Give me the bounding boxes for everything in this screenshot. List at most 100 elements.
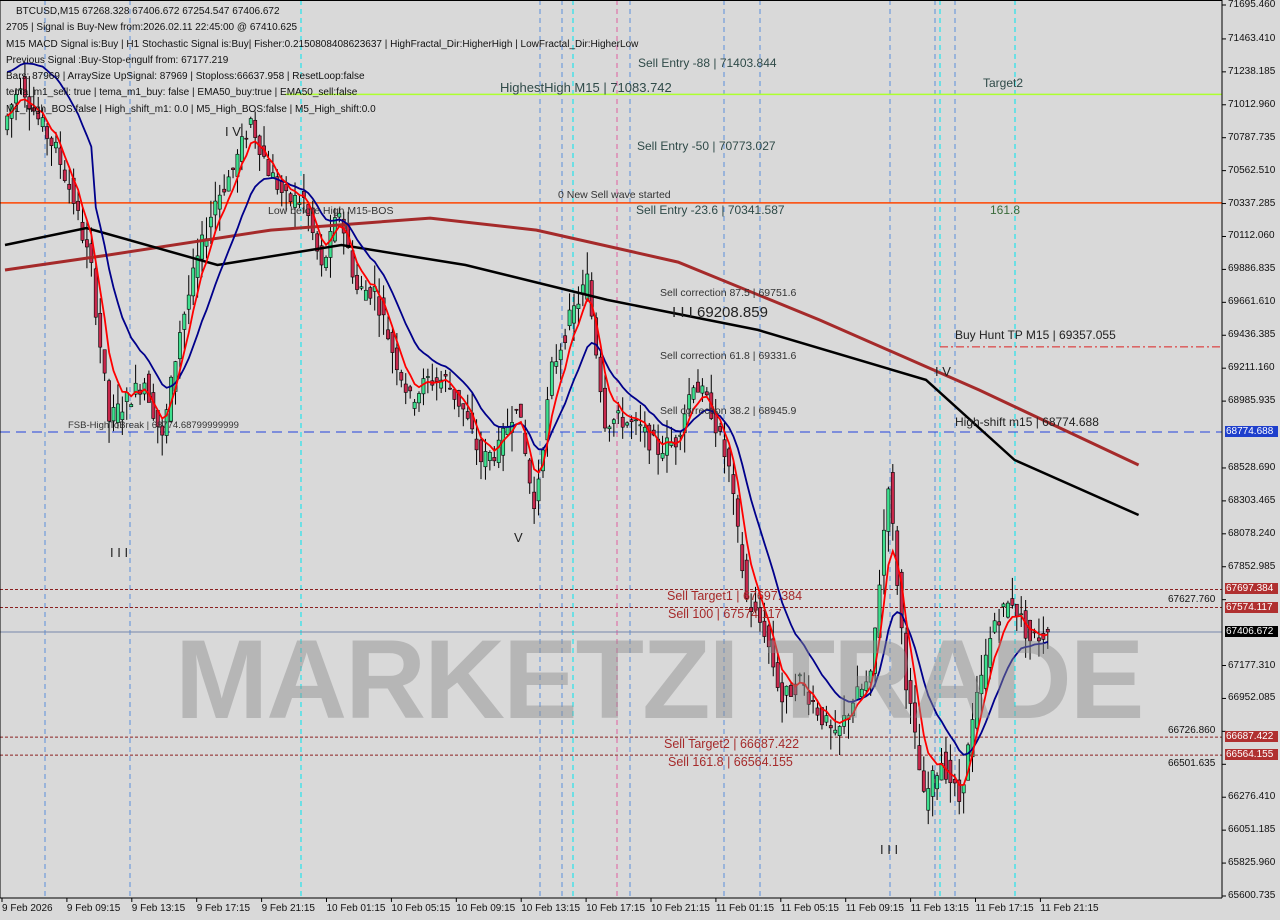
candle-body — [390, 331, 395, 353]
time-tick-label: 11 Feb 05:15 — [780, 903, 839, 914]
candle-body — [85, 239, 89, 248]
candle-body — [806, 691, 811, 705]
candle-body — [722, 439, 727, 458]
candle-body — [209, 216, 213, 228]
candle-body — [244, 137, 249, 140]
candle-body — [421, 378, 426, 395]
candle-body — [926, 788, 931, 811]
price-tick-label: 71463.410 — [1228, 32, 1276, 44]
candle-body — [833, 729, 838, 734]
candle-body — [474, 438, 479, 451]
candle-body — [740, 544, 745, 572]
candle-body — [266, 159, 271, 176]
candle-body — [483, 451, 488, 468]
time-tick-label: 11 Feb 13:15 — [910, 903, 969, 914]
price-badge: 66564.155 — [1225, 749, 1278, 761]
candle-body — [576, 303, 581, 309]
candle-body — [793, 683, 798, 696]
candle-body — [222, 188, 227, 193]
candle-body — [386, 329, 390, 340]
price-tick-label: 68303.465 — [1228, 494, 1276, 506]
candle-body — [678, 434, 683, 437]
candle-body — [337, 212, 342, 218]
time-tick-label: 10 Feb 01:15 — [326, 903, 386, 914]
candle-body — [195, 255, 200, 278]
new-sell-wave-label: 0 New Sell wave started — [558, 189, 671, 201]
candle-body — [120, 411, 125, 420]
candle-body — [102, 349, 107, 374]
price-badge: 66687.422 — [1225, 731, 1278, 743]
ema50-line — [6, 62, 1049, 756]
sell-1618-label: Sell 161.8 | 66564.155 — [668, 755, 793, 769]
candle-body — [213, 200, 218, 216]
candle-body — [18, 88, 23, 91]
candle-body — [49, 137, 54, 146]
candle-body — [815, 707, 820, 716]
price-tick-label: 71238.185 — [1228, 65, 1276, 77]
wave-iii-mark: I I I — [110, 545, 129, 560]
candle-body — [217, 194, 222, 210]
candle-body — [284, 184, 289, 192]
candle-body — [975, 691, 979, 729]
candle-body — [160, 425, 165, 436]
candle-body — [594, 317, 599, 356]
highest-high-label: HighestHigh M15 | 71083.742 — [500, 80, 672, 95]
candle-body — [837, 726, 842, 736]
candle-body — [913, 702, 917, 733]
candle-body — [647, 424, 652, 451]
candle-body — [563, 335, 568, 343]
candle-body — [23, 76, 27, 98]
candle-body — [558, 349, 563, 361]
time-tick-label: 9 Feb 21:15 — [261, 903, 315, 914]
candle-body — [31, 107, 36, 112]
candle-body — [691, 387, 696, 400]
info-line: tema_m1_sell: true | tema_m1_buy: false … — [6, 87, 358, 99]
time-tick-label: 10 Feb 09:15 — [456, 903, 516, 914]
candle-body — [1006, 602, 1010, 618]
candle-body — [89, 243, 94, 263]
ohlc-header: BTCUSD,M15 67268.328 67406.672 67254.547… — [16, 6, 280, 17]
info-line: Bars: 87969 | ArraySize UpSignal: 87969 … — [6, 71, 365, 83]
candle-body — [328, 231, 333, 258]
price-tick-label: 68528.690 — [1228, 461, 1276, 473]
price-tick-label: 67852.985 — [1228, 560, 1276, 572]
candle-body — [784, 685, 789, 696]
candle-body — [355, 274, 359, 290]
candle-body — [1019, 613, 1024, 616]
time-tick-label: 11 Feb 17:15 — [975, 903, 1034, 914]
candle-body — [408, 386, 413, 392]
price-tick-label: 66501.635 — [1168, 758, 1216, 770]
candle-body — [921, 770, 926, 792]
candle-body — [363, 289, 368, 301]
sell-correction-618-label: Sell correction 61.8 | 69331.6 — [660, 350, 797, 362]
price-tick-label: 66276.410 — [1228, 791, 1276, 803]
info-line: 2705 | Signal is Buy-New from:2026.02.11… — [6, 22, 298, 34]
candle-body — [766, 625, 771, 648]
candle-body — [1045, 629, 1050, 633]
candle-body — [107, 380, 111, 422]
time-tick-label: 10 Feb 21:15 — [651, 903, 710, 914]
candle-body — [40, 117, 45, 128]
candle-body — [36, 111, 41, 120]
candle-body — [1001, 603, 1006, 608]
candle-body — [186, 294, 191, 310]
candle-body — [979, 674, 984, 695]
price-tick-label: 67627.760 — [1168, 593, 1216, 605]
candle-body — [983, 654, 988, 689]
fast-ma-line — [6, 98, 1049, 786]
candle-body — [253, 119, 258, 138]
candle-body — [1037, 637, 1041, 642]
candle-body — [93, 268, 98, 318]
price-tick-label: 68078.240 — [1228, 527, 1276, 539]
candle-body — [288, 193, 293, 203]
candle-body — [310, 207, 315, 234]
candle-body — [461, 403, 466, 410]
candle-body — [399, 372, 404, 381]
candle-body — [744, 559, 749, 599]
candle-body — [789, 685, 793, 697]
candle-body — [749, 607, 754, 613]
price-tick-label: 69886.835 — [1228, 263, 1276, 275]
candle-body — [514, 408, 519, 411]
candle-body — [324, 257, 328, 269]
